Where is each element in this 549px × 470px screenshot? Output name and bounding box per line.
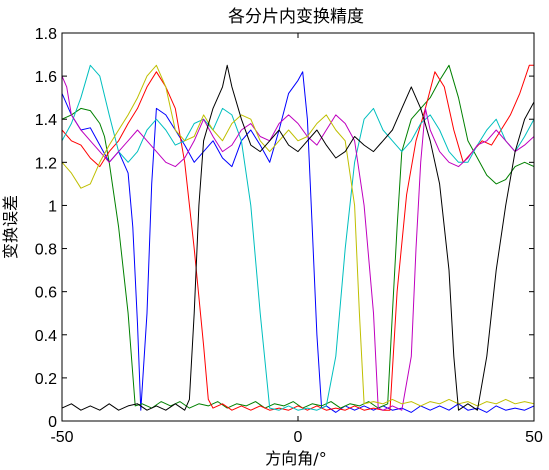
series-line-4: [62, 64, 534, 411]
x-tick-label: 0: [294, 429, 303, 446]
y-tick-label: 1.8: [35, 26, 57, 43]
y-tick-label: 1: [48, 198, 57, 215]
x-tick-label: 50: [525, 429, 543, 446]
chart-title: 各分片内变换精度: [228, 7, 364, 27]
y-tick-label: 0.6: [35, 285, 57, 302]
y-tick-label: 1.4: [35, 112, 57, 129]
y-tick-label: 0.2: [35, 371, 57, 388]
y-tick-label: 0.8: [35, 242, 57, 259]
series-line-1: [62, 71, 534, 413]
series-line-7: [62, 64, 534, 411]
series-line-3: [62, 64, 534, 411]
y-tick-label: 0.4: [35, 328, 57, 345]
y-tick-label: 1.2: [35, 155, 57, 172]
y-tick-label: 0: [48, 414, 57, 431]
y-axis-label: 变换误差: [1, 195, 20, 259]
series-line-2: [62, 64, 534, 409]
series-line-5: [62, 75, 534, 411]
ticks-layer: 00.20.40.60.811.21.41.61.8-50 0 50: [35, 26, 543, 446]
series-layer: [62, 64, 534, 413]
x-axis-label: 方向角/°: [265, 449, 326, 468]
x-tick-label: -50: [50, 429, 73, 446]
y-tick-label: 1.6: [35, 69, 57, 86]
series-line-6: [62, 64, 534, 407]
